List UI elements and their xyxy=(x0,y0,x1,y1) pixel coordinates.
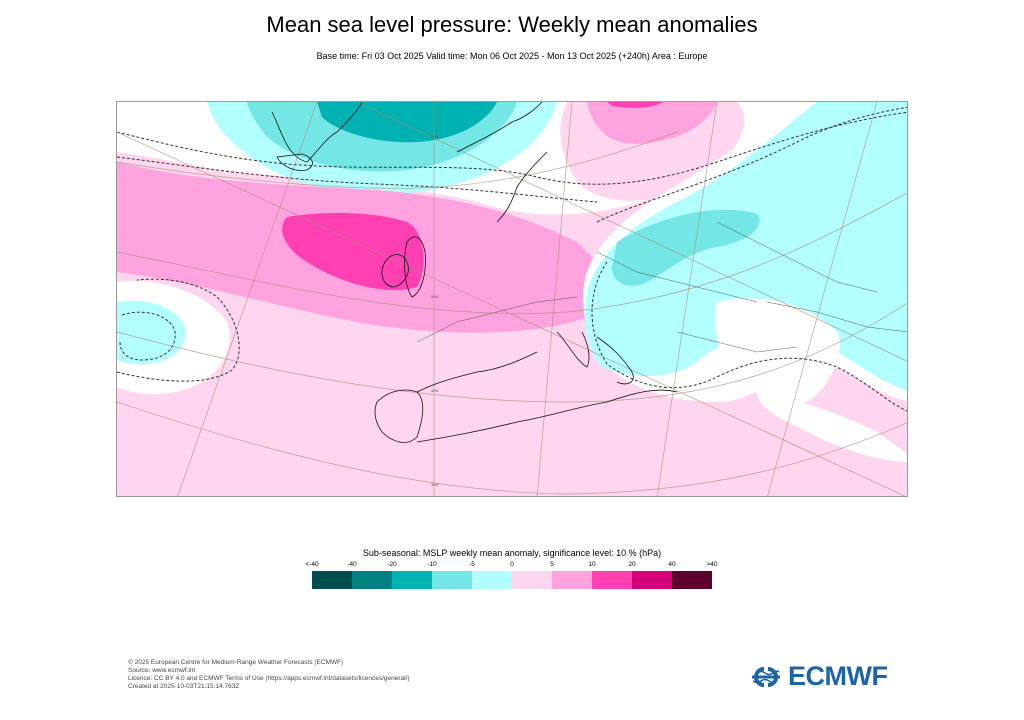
legend-swatch xyxy=(512,571,552,589)
legend-swatch xyxy=(392,571,432,589)
chart-subtitle: Base time: Fri 03 Oct 2025 Valid time: M… xyxy=(316,51,708,61)
anomaly-field-neutral-middle-east xyxy=(715,298,840,403)
anomaly-field-minus10-5-east xyxy=(612,209,760,287)
anomaly-field-minus5-0-azores xyxy=(117,300,186,365)
anomaly-field-minus20-10-greenland xyxy=(317,102,497,143)
grid-label-40n: 40N xyxy=(431,388,438,393)
footer-credits: © 2025 European Centre for Medium-Range … xyxy=(128,659,410,691)
map-canvas: 60N 50N 40N 30N xyxy=(117,102,907,496)
legend-tick: 20 xyxy=(628,561,636,568)
anomaly-map: 60N 50N 40N 30N xyxy=(116,101,908,497)
legend-tick: <-40 xyxy=(305,561,319,568)
chart-title: Mean sea level pressure: Weekly mean ano… xyxy=(266,12,758,37)
grid-label-60n: 60N xyxy=(431,134,438,139)
graticule xyxy=(117,102,907,496)
legend-color-bar xyxy=(312,571,712,589)
anomaly-field-5-10-scandinavia xyxy=(587,102,717,144)
footer-created: Created at 2025-10-03T21:15:14.763Z xyxy=(128,683,240,690)
footer-licence: Licence: CC BY 4.0 and ECMWF Terms of Us… xyxy=(128,675,410,682)
legend-tick: -20 xyxy=(387,561,397,568)
footer-source: Source: www.ecmwf.int xyxy=(128,667,196,674)
country-borders xyxy=(416,221,907,353)
legend-swatch xyxy=(552,571,592,589)
legend-swatch xyxy=(592,571,632,589)
legend-swatch xyxy=(352,571,392,589)
legend-tick: 0 xyxy=(510,561,514,568)
legend-tick: 5 xyxy=(550,561,554,568)
graticule-labels: 60N 50N 40N 30N xyxy=(431,134,438,487)
ecmwf-logo: ECMWF xyxy=(748,661,888,692)
footer-copyright: © 2025 European Centre for Medium-Range … xyxy=(128,659,344,666)
anomaly-field-neutral-arabia xyxy=(757,392,907,462)
legend-tick: 40 xyxy=(668,561,676,568)
grid-label-50n: 50N xyxy=(431,294,438,299)
legend-swatch xyxy=(312,571,352,589)
anomaly-field-10-20-scandinavia xyxy=(607,102,662,108)
legend-swatch xyxy=(432,571,472,589)
legend-tick: -40 xyxy=(347,561,357,568)
ecmwf-logo-icon xyxy=(752,666,780,687)
ecmwf-logo-text: ECMWF xyxy=(788,661,888,691)
legend-tick: 10 xyxy=(588,561,596,568)
legend-tick: >40 xyxy=(706,561,718,568)
legend-swatch xyxy=(472,571,512,589)
coastlines xyxy=(271,102,678,443)
significance-contours xyxy=(117,106,907,412)
anomaly-field-minus5-0-east xyxy=(585,102,907,392)
legend-swatch xyxy=(672,571,712,589)
legend-ticks: <-40 -40 -20 -10 -5 0 5 10 20 40 >40 xyxy=(305,561,717,571)
anomaly-field-10-20-british-isles xyxy=(282,212,424,291)
legend-title: Sub-seasonal: MSLP weekly mean anomaly, … xyxy=(362,548,662,558)
legend-tick: -10 xyxy=(427,561,437,568)
grid-label-30n: 30N xyxy=(431,482,438,487)
legend-swatch xyxy=(632,571,672,589)
legend-tick: -5 xyxy=(469,561,475,568)
